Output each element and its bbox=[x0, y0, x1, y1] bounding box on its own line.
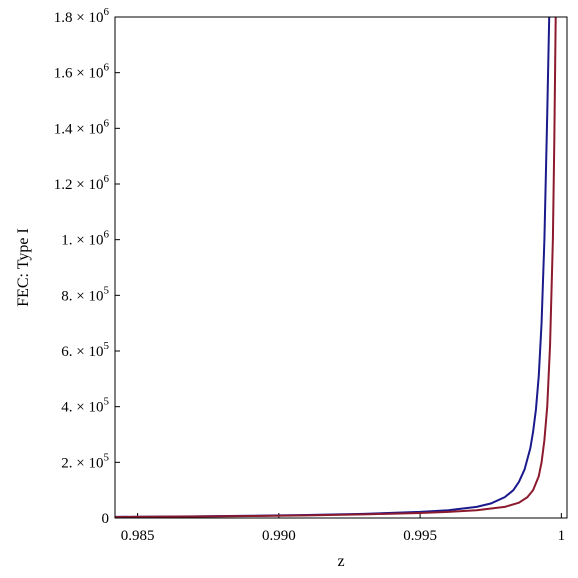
y-tick-label: 1.2 × 106 bbox=[54, 173, 110, 193]
y-tick-exponent: 5 bbox=[104, 396, 110, 408]
y-tick-label: 1.8 × 106 bbox=[54, 6, 110, 26]
x-tick-label: 0.985 bbox=[121, 528, 155, 544]
y-axis-title: FEC: Type I bbox=[15, 228, 32, 307]
y-tick-exponent: 5 bbox=[104, 284, 110, 296]
series-line-2 bbox=[114, 16, 557, 519]
y-tick-label: 1.4 × 106 bbox=[54, 117, 110, 137]
y-tick-exponent: 6 bbox=[104, 6, 110, 18]
series-line-1 bbox=[114, 16, 551, 518]
y-tick-mantissa: 4. × 10 bbox=[61, 400, 103, 416]
y-tick-label: 0 bbox=[102, 511, 110, 527]
y-tick-mantissa: 1.8 × 10 bbox=[54, 10, 104, 26]
plot-frame bbox=[114, 16, 568, 519]
x-tick-label: 0.990 bbox=[262, 528, 296, 544]
y-tick-mantissa: 1.2 × 10 bbox=[54, 177, 104, 193]
y-tick-label: 1.6 × 106 bbox=[54, 62, 110, 82]
y-tick-mantissa: 1.4 × 10 bbox=[54, 121, 104, 137]
series-layer bbox=[114, 16, 557, 519]
y-tick-exponent: 5 bbox=[104, 340, 110, 352]
x-tick-label: 1 bbox=[558, 528, 566, 544]
y-tick-mantissa: 0 bbox=[102, 511, 110, 527]
x-tick-label: 0.995 bbox=[403, 528, 437, 544]
y-tick-label: 6. × 105 bbox=[61, 340, 109, 360]
y-tick-label: 1. × 106 bbox=[61, 229, 109, 249]
y-tick-exponent: 6 bbox=[104, 229, 110, 241]
y-tick-label: 4. × 105 bbox=[61, 396, 109, 416]
y-tick-exponent: 6 bbox=[104, 117, 110, 129]
y-tick-exponent: 5 bbox=[104, 451, 110, 463]
y-tick-exponent: 6 bbox=[104, 173, 110, 185]
y-tick-mantissa: 8. × 10 bbox=[61, 288, 103, 304]
y-tick-label: 8. × 105 bbox=[61, 284, 109, 304]
y-tick-mantissa: 1.6 × 10 bbox=[54, 66, 104, 82]
y-tick-mantissa: 6. × 10 bbox=[61, 344, 103, 360]
y-tick-mantissa: 2. × 10 bbox=[61, 455, 103, 471]
y-tick-label: 2. × 105 bbox=[61, 451, 109, 471]
x-axis-title: z bbox=[337, 553, 344, 570]
y-tick-exponent: 6 bbox=[104, 62, 110, 74]
y-tick-mantissa: 1. × 10 bbox=[61, 233, 103, 249]
